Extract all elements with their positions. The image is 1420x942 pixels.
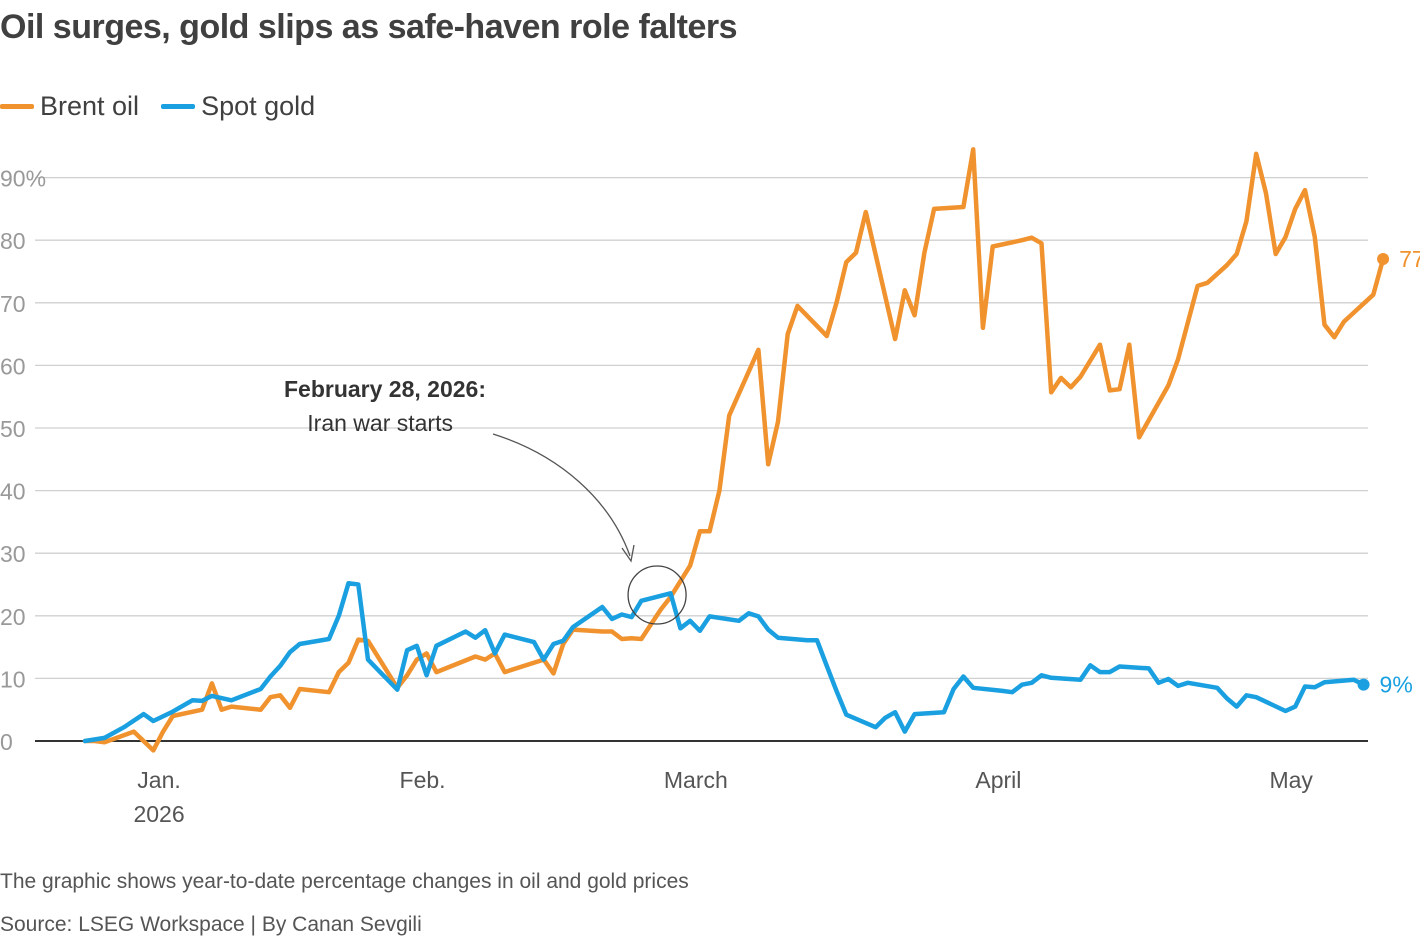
series-end-point [1377,252,1390,265]
chart-title: Oil surges, gold slips as safe-haven rol… [0,8,738,46]
x-axis-ticks: Jan. 2026 Feb. March April May [133,767,1313,827]
annotation-arrowhead [621,544,635,563]
legend-label-gold: Spot gold [201,90,316,121]
y-tick-label: 60 [0,353,26,379]
series-lines: 77% 9% [82,147,1420,753]
x-tick-label: April [975,767,1021,793]
x-tick-label: May [1269,767,1313,793]
legend-label-brent: Brent oil [40,90,140,121]
series-end-point [1357,678,1370,691]
y-tick-label: 40 [0,479,26,505]
annotation-circle [627,565,687,625]
legend-item-brent: Brent oil [0,91,139,122]
y-tick-label: 20 [0,604,26,630]
series-end-label: 9% [1380,672,1413,698]
chart-caption: The graphic shows year-to-date percentag… [0,870,689,893]
annotation-date: February 28, 2026: [284,376,486,402]
y-tick-label: 30 [0,541,26,567]
y-tick-label: 50 [0,416,26,442]
x-tick-label: Jan. [137,767,180,793]
x-tick-label: March [664,767,728,793]
y-axis-ticks: 0 10 20 30 40 50 60 70 80 90% [0,166,46,755]
series-end-label: 77% [1399,246,1420,272]
legend-swatch-brent [0,103,34,109]
series-line-spot-gold [82,580,1366,744]
y-tick-label: 90% [0,166,46,192]
chart-source: Source: LSEG Workspace | By Canan Sevgil… [0,913,422,936]
series-line-brent-oil [82,147,1386,753]
y-tick-label: 70 [0,291,26,317]
y-tick-label: 80 [0,228,26,254]
gridlines [35,176,1368,742]
annotation-arrow [492,433,631,557]
y-tick-label: 10 [0,666,26,692]
legend-swatch-gold [161,103,196,109]
legend: Brent oil Spot gold [0,88,337,124]
y-tick-label: 0 [0,729,13,755]
x-tick-label: Feb. [400,767,446,793]
legend-item-gold: Spot gold [161,91,315,122]
annotation-text: Iran war starts [307,410,453,436]
annotation: February 28, 2026: Iran war starts [284,376,687,625]
x-tick-sublabel: 2026 [133,801,184,827]
